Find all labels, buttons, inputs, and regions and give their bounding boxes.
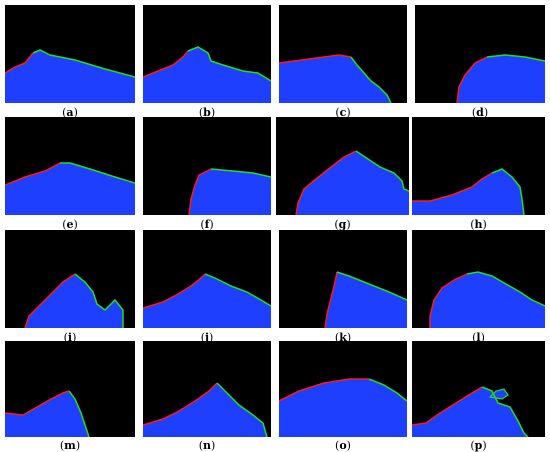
panel-label-k: (k) (334, 331, 352, 344)
panel-f (143, 117, 271, 215)
panel-label-p: (p) (470, 439, 487, 452)
panel-label-f: (f) (200, 218, 214, 231)
panel-label-n: (n) (198, 439, 216, 452)
panel-label-h: (h) (470, 218, 487, 231)
panel-m (5, 341, 135, 437)
panel-d (415, 5, 545, 103)
panel-label-o: (o) (335, 439, 351, 452)
panel-j (143, 230, 271, 328)
panel-label-j: (j) (200, 331, 214, 344)
panel-e (5, 117, 135, 215)
panel-b (143, 5, 271, 103)
panel-label-l: (l) (472, 331, 485, 344)
panel-k (279, 230, 407, 328)
panel-label-e: (e) (62, 218, 78, 231)
panel-n (143, 341, 271, 437)
panel-label-a: (a) (62, 106, 78, 119)
panel-o (279, 341, 407, 437)
panel-c (279, 5, 407, 103)
panel-label-b: (b) (198, 106, 216, 119)
panel-label-g: (g) (334, 218, 351, 231)
panel-label-i: (i) (63, 331, 77, 344)
panel-label-c: (c) (335, 106, 351, 119)
panel-p (412, 341, 545, 437)
panel-g (276, 117, 409, 215)
panel-label-m: (m) (59, 439, 81, 452)
panel-a (5, 5, 135, 103)
panel-label-d: (d) (471, 106, 489, 119)
panel-h (412, 117, 545, 215)
panel-i (5, 230, 135, 328)
panel-l (412, 230, 545, 328)
